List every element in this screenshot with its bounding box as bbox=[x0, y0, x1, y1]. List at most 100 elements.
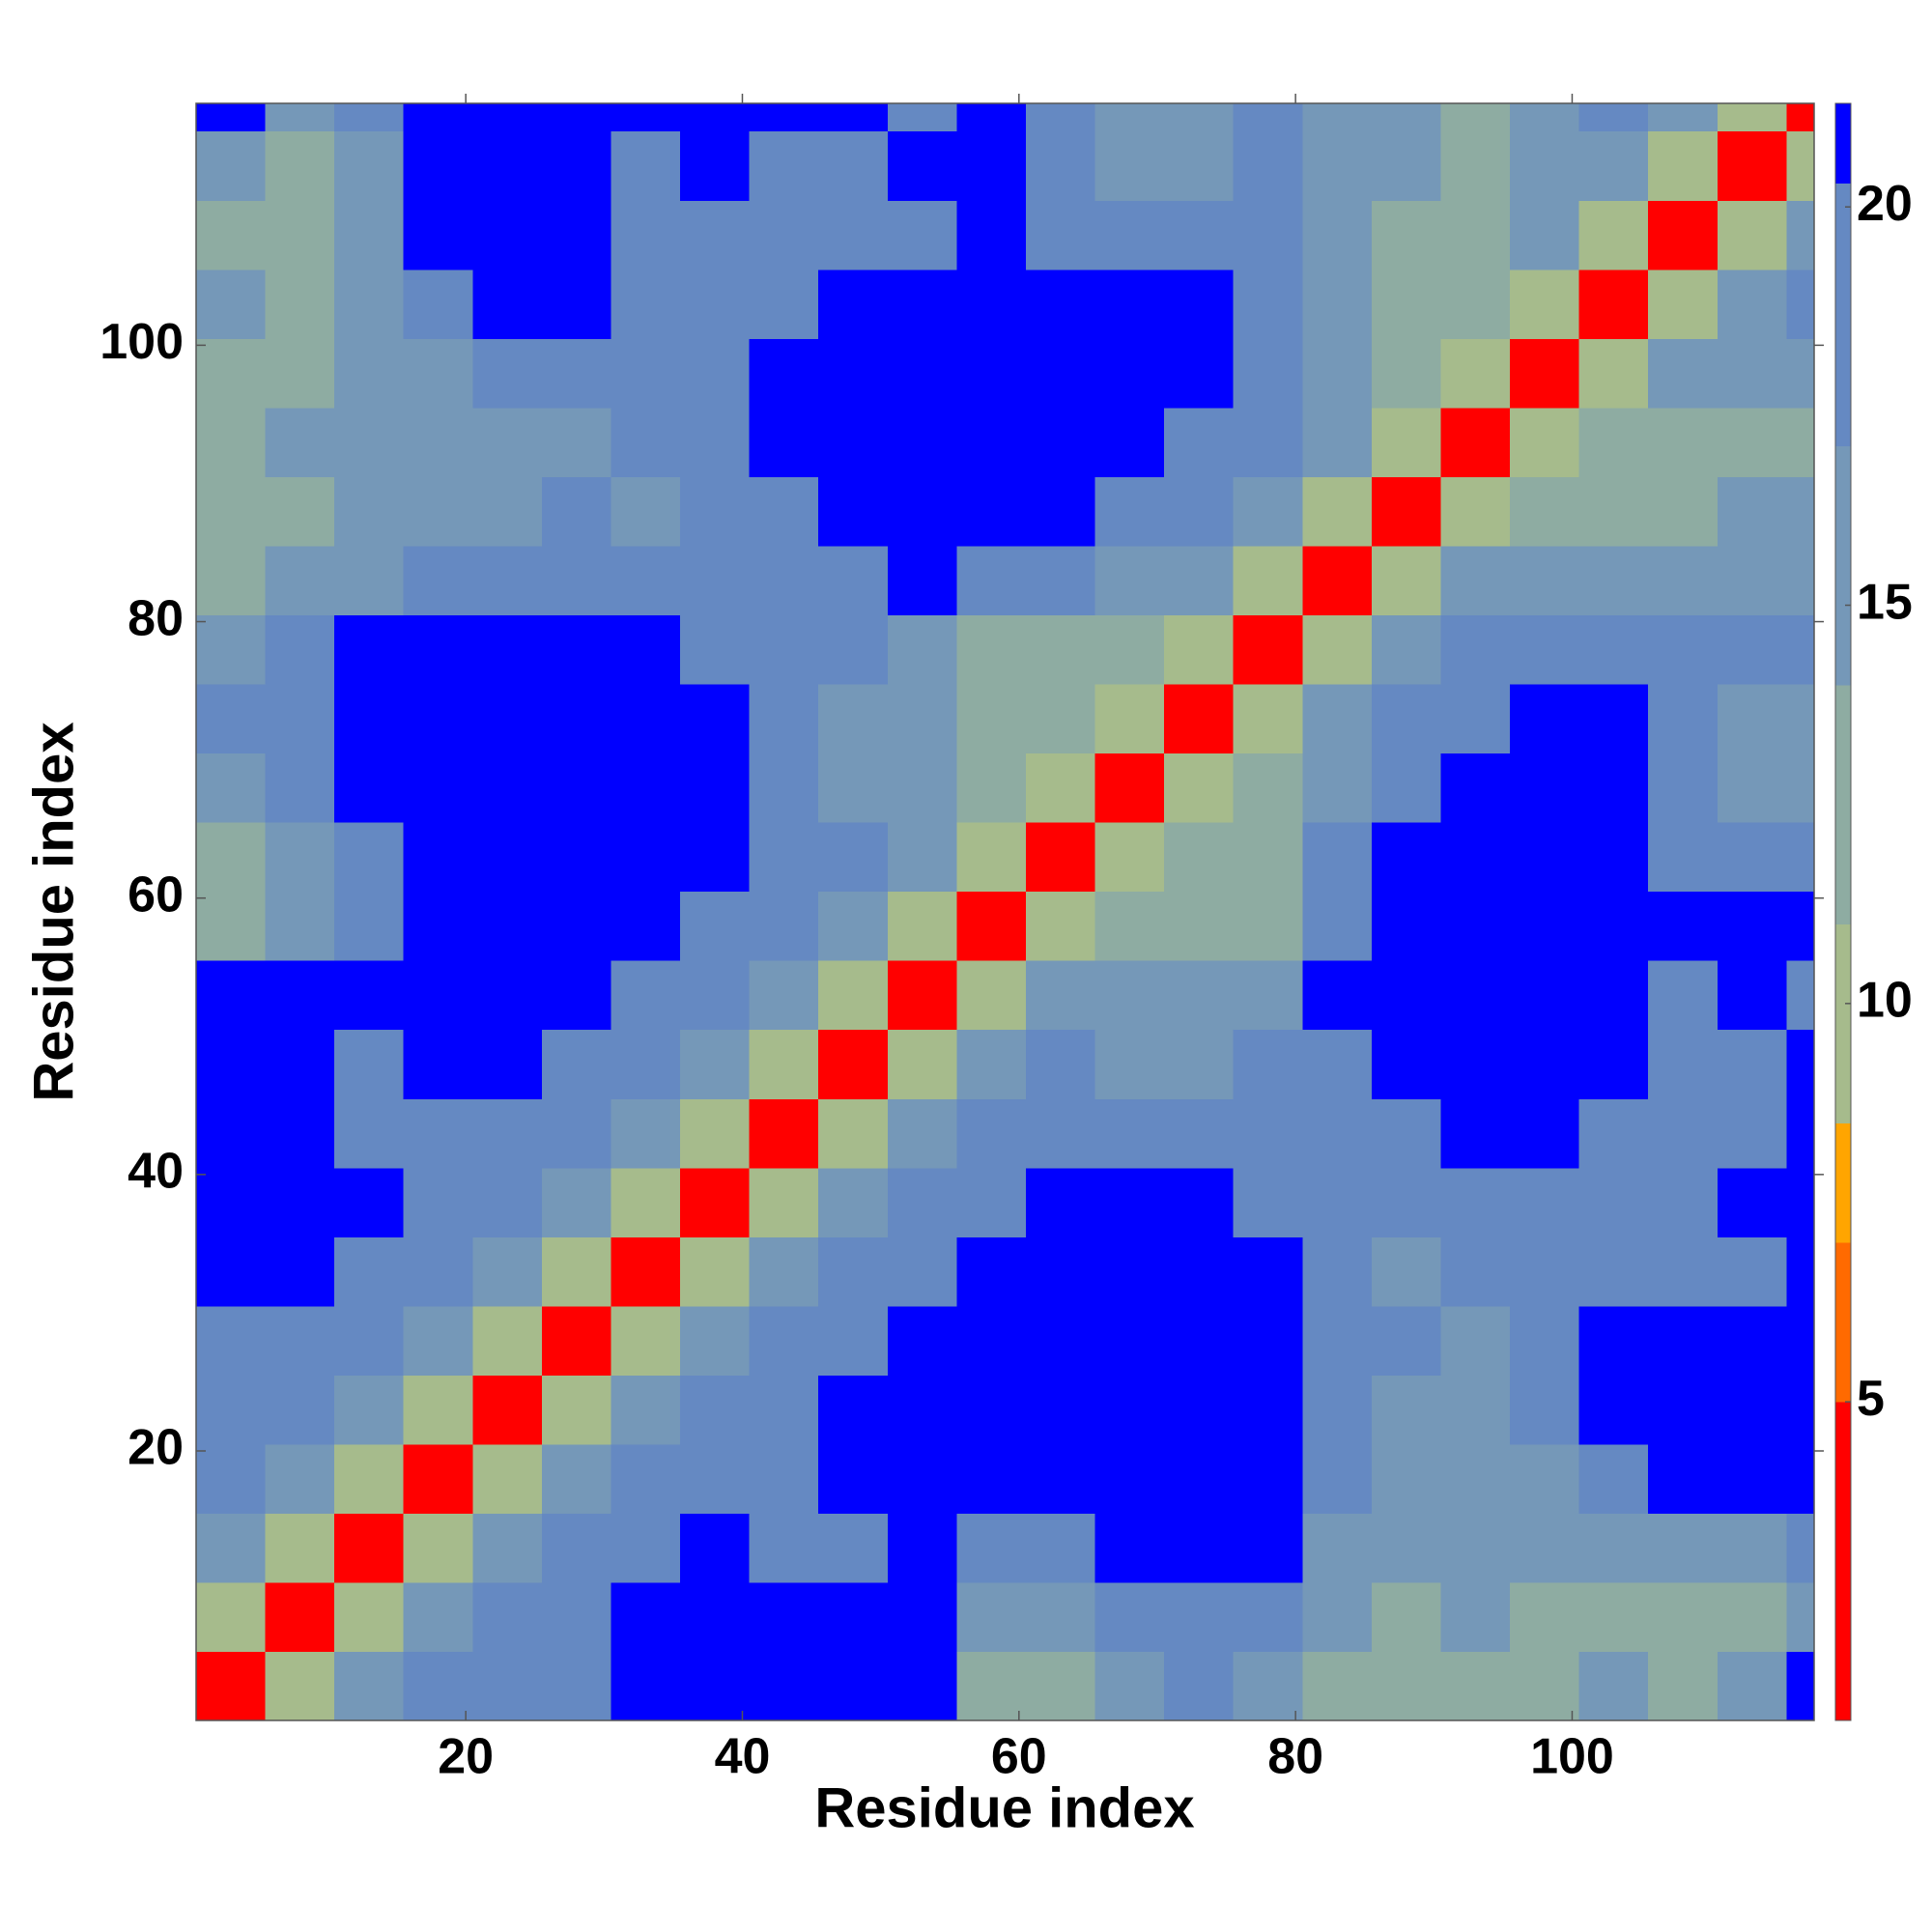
heatmap-cell bbox=[611, 1029, 681, 1099]
heatmap-cell bbox=[887, 269, 957, 339]
heatmap-cell bbox=[403, 476, 473, 547]
heatmap-cell bbox=[1440, 1581, 1511, 1653]
heatmap-cell bbox=[1025, 338, 1096, 409]
heatmap-cell bbox=[956, 1167, 1027, 1237]
heatmap-cell bbox=[1233, 614, 1303, 685]
colorbar-band bbox=[1835, 684, 1851, 924]
heatmap-cell bbox=[1786, 1513, 1815, 1583]
heatmap-cell bbox=[611, 683, 681, 754]
heatmap-cell bbox=[541, 822, 612, 893]
heatmap-cell bbox=[818, 103, 889, 132]
heatmap-cell bbox=[887, 1236, 957, 1307]
heatmap-cell bbox=[541, 1443, 612, 1514]
heatmap-cell bbox=[196, 1029, 267, 1099]
heatmap-cell bbox=[956, 683, 1027, 754]
heatmap-cell bbox=[472, 1651, 543, 1721]
heatmap-cell bbox=[1302, 960, 1373, 1031]
heatmap-cell bbox=[956, 407, 1027, 477]
heatmap-cell bbox=[1025, 1513, 1096, 1583]
heatmap-cell bbox=[1164, 1098, 1235, 1169]
heatmap-cell bbox=[818, 545, 889, 615]
heatmap-cell bbox=[1510, 103, 1580, 132]
heatmap-cell bbox=[196, 476, 267, 547]
heatmap-cell bbox=[403, 960, 473, 1031]
heatmap-cell bbox=[1302, 1167, 1373, 1237]
heatmap-cell bbox=[818, 130, 889, 201]
heatmap-cell bbox=[680, 683, 751, 754]
heatmap-cell bbox=[1302, 822, 1373, 893]
heatmap-cell bbox=[196, 1443, 267, 1514]
heatmap-cell bbox=[472, 200, 543, 270]
heatmap-cell bbox=[472, 891, 543, 961]
heatmap-cell bbox=[196, 103, 267, 132]
heatmap-cell bbox=[403, 407, 473, 477]
heatmap-cell bbox=[1440, 1236, 1511, 1307]
heatmap-cell bbox=[887, 753, 957, 823]
heatmap-cell bbox=[1786, 1375, 1815, 1445]
heatmap-cell bbox=[541, 407, 612, 477]
heatmap-cell bbox=[541, 269, 612, 339]
heatmap-cell bbox=[956, 753, 1027, 823]
heatmap-cell bbox=[1094, 753, 1165, 823]
heatmap-cell bbox=[1302, 1651, 1373, 1721]
heatmap-cell bbox=[1302, 103, 1373, 132]
heatmap-cell bbox=[818, 1513, 889, 1583]
heatmap-cell bbox=[1717, 1513, 1787, 1583]
heatmap-cell bbox=[1578, 614, 1649, 685]
colorbar-tick-label: 10 bbox=[1857, 973, 1913, 1029]
heatmap-cell bbox=[1440, 1305, 1511, 1376]
heatmap-cell bbox=[1717, 1375, 1787, 1445]
heatmap-cell bbox=[1786, 960, 1815, 1031]
heatmap-cell bbox=[1440, 891, 1511, 961]
heatmap-cell bbox=[1648, 338, 1719, 409]
heatmap-cell bbox=[680, 753, 751, 823]
heatmap-cell bbox=[1578, 683, 1649, 754]
heatmap-cell bbox=[611, 545, 681, 615]
heatmap-cell bbox=[1233, 200, 1303, 270]
heatmap-cell bbox=[749, 683, 819, 754]
heatmap-cell bbox=[956, 200, 1027, 270]
y-tick-label: 100 bbox=[99, 314, 184, 370]
heatmap-cell bbox=[1510, 753, 1580, 823]
heatmap-cell bbox=[680, 1651, 751, 1721]
heatmap-cell bbox=[1233, 1167, 1303, 1237]
heatmap-cell bbox=[1233, 130, 1303, 201]
heatmap-cell bbox=[1510, 407, 1580, 477]
heatmap-cell bbox=[196, 891, 267, 961]
heatmap-cell bbox=[265, 1581, 335, 1653]
heatmap-cell bbox=[1648, 1581, 1719, 1653]
heatmap-cell bbox=[1094, 1029, 1165, 1099]
heatmap-cell bbox=[1717, 545, 1787, 615]
heatmap-cell bbox=[818, 822, 889, 893]
heatmap-cell bbox=[1578, 407, 1649, 477]
heatmap-cell bbox=[611, 1651, 681, 1721]
heatmap-cell bbox=[956, 1581, 1027, 1653]
heatmap-cell bbox=[472, 407, 543, 477]
heatmap-cell bbox=[749, 1236, 819, 1307]
heatmap-cell bbox=[1440, 753, 1511, 823]
heatmap-cell bbox=[1164, 338, 1235, 409]
heatmap-cell bbox=[1440, 1029, 1511, 1099]
heatmap-cell bbox=[541, 960, 612, 1031]
heatmap-cell bbox=[472, 1581, 543, 1653]
heatmap-cell bbox=[1302, 614, 1373, 685]
heatmap-cell bbox=[265, 1443, 335, 1514]
heatmap-cell bbox=[1164, 1581, 1235, 1653]
heatmap-cell bbox=[1578, 1167, 1649, 1237]
heatmap-cell bbox=[196, 683, 267, 754]
heatmap-cell bbox=[403, 338, 473, 409]
heatmap-cell bbox=[1786, 753, 1815, 823]
heatmap-cell bbox=[196, 1236, 267, 1307]
heatmap-cell bbox=[956, 1651, 1027, 1721]
heatmap-cell bbox=[1648, 1375, 1719, 1445]
heatmap-cell bbox=[403, 545, 473, 615]
heatmap-cell bbox=[1094, 960, 1165, 1031]
heatmap-cell bbox=[403, 1305, 473, 1376]
heatmap-cell bbox=[1302, 891, 1373, 961]
heatmap-cell bbox=[1440, 1167, 1511, 1237]
heatmap-cell bbox=[956, 476, 1027, 547]
heatmap-cell bbox=[403, 891, 473, 961]
heatmap-cell bbox=[887, 1651, 957, 1721]
heatmap-cell bbox=[1094, 1581, 1165, 1653]
heatmap-cell bbox=[472, 753, 543, 823]
